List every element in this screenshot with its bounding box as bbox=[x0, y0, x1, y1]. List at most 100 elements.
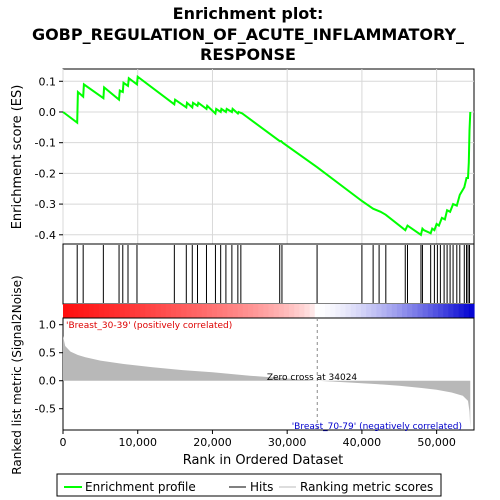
colorbar-segment bbox=[345, 304, 352, 318]
es-y-axis-label: Enrichment score (ES) bbox=[10, 85, 25, 230]
title-line-1: Enrichment plot: bbox=[173, 4, 324, 23]
es-y-tick-label: 0.0 bbox=[39, 106, 57, 119]
colorbar-segment bbox=[463, 304, 470, 318]
colorbar-segment bbox=[170, 304, 177, 318]
colorbar-segment bbox=[278, 304, 285, 318]
colorbar-segment bbox=[319, 304, 326, 318]
legend-enrichment-label: Enrichment profile bbox=[85, 480, 196, 494]
es-gridlines bbox=[62, 69, 474, 244]
colorbar-segment bbox=[109, 304, 115, 318]
colorbar-segment bbox=[114, 304, 121, 318]
ranking-y-tick-label: 0.0 bbox=[39, 375, 57, 388]
colorbar-segment bbox=[211, 304, 218, 318]
enrichment-profile-line bbox=[62, 74, 472, 237]
x-tick-label: 40,000 bbox=[343, 436, 382, 449]
colorbar-segment bbox=[150, 304, 157, 318]
colorbar-segment bbox=[427, 304, 434, 318]
colorbar-segment bbox=[289, 304, 295, 318]
colorbar-segment bbox=[273, 304, 280, 318]
x-tick-label: 50,000 bbox=[417, 436, 456, 449]
colorbar-segment bbox=[417, 304, 424, 318]
colorbar-segment bbox=[232, 304, 239, 318]
colorbar-segment bbox=[134, 304, 141, 318]
negative-class-label: 'Breast_70-79' (negatively correlated) bbox=[292, 422, 462, 432]
colorbar-segment bbox=[93, 304, 100, 318]
rank-colorbar bbox=[63, 304, 475, 318]
x-tick-label: 30,000 bbox=[268, 436, 307, 449]
colorbar-segment bbox=[63, 304, 69, 318]
colorbar-segment bbox=[88, 304, 95, 318]
positive-class-label: 'Breast_30-39' (positively correlated) bbox=[66, 321, 232, 331]
es-y-ticks: -0.4 -0.3 -0.2 -0.1 0.0 0.1 bbox=[35, 75, 63, 242]
colorbar-segment bbox=[402, 304, 408, 318]
colorbar-segment bbox=[206, 304, 213, 318]
colorbar-segment bbox=[119, 304, 126, 318]
colorbar-segment bbox=[432, 304, 439, 318]
ranking-metric-area bbox=[63, 335, 471, 429]
colorbar-segment bbox=[155, 304, 162, 318]
colorbar-segment bbox=[412, 304, 419, 318]
colorbar-segment bbox=[391, 304, 398, 318]
ranking-y-tick-label: 1.0 bbox=[39, 319, 57, 332]
colorbar-segment bbox=[186, 304, 193, 318]
colorbar-segment bbox=[468, 304, 475, 318]
colorbar-segment bbox=[304, 304, 311, 318]
title-line-2: GOBP_REGULATION_OF_ACUTE_INFLAMMATORY_ bbox=[32, 25, 464, 44]
colorbar-segment bbox=[68, 304, 74, 318]
colorbar-segment bbox=[396, 304, 403, 318]
colorbar-segment bbox=[350, 304, 357, 318]
colorbar-segment bbox=[294, 304, 300, 318]
colorbar-segment bbox=[330, 304, 336, 318]
es-panel-frame bbox=[62, 68, 475, 245]
colorbar-segment bbox=[222, 304, 228, 318]
colorbar-segment bbox=[386, 304, 393, 318]
colorbar-segment bbox=[325, 304, 331, 318]
colorbar-segment bbox=[381, 304, 388, 318]
colorbar-segment bbox=[176, 304, 182, 318]
chart-title: Enrichment plot: GOBP_REGULATION_OF_ACUT… bbox=[32, 4, 464, 64]
legend-box bbox=[56, 473, 442, 497]
colorbar-segment bbox=[448, 304, 455, 318]
x-tick-label: 10,000 bbox=[118, 436, 157, 449]
colorbar-segment bbox=[83, 304, 90, 318]
x-tick-label: 20,000 bbox=[193, 436, 232, 449]
colorbar-segment bbox=[217, 304, 223, 318]
ranking-y-ticks: -0.5 0.0 0.5 1.0 bbox=[35, 319, 63, 416]
colorbar-segment bbox=[73, 304, 80, 318]
colorbar-segment bbox=[438, 304, 444, 318]
ranking-y-tick-label: -0.5 bbox=[35, 403, 56, 416]
colorbar-segment bbox=[360, 304, 367, 318]
hits-marks bbox=[76, 245, 471, 303]
colorbar-segment bbox=[458, 304, 465, 318]
colorbar-segment bbox=[268, 304, 275, 318]
hits-panel-frame bbox=[62, 243, 475, 305]
colorbar-segment bbox=[196, 304, 203, 318]
colorbar-segment bbox=[165, 304, 172, 318]
colorbar-segment bbox=[104, 304, 110, 318]
colorbar-segment bbox=[140, 304, 146, 318]
colorbar-segment bbox=[340, 304, 347, 318]
colorbar-segment bbox=[253, 304, 259, 318]
zero-cross-label: Zero cross at 34024 bbox=[267, 373, 358, 383]
colorbar-segment bbox=[453, 304, 460, 318]
colorbar-segment bbox=[422, 304, 429, 318]
colorbar-segment bbox=[181, 304, 187, 318]
legend-hits-label: Hits bbox=[250, 480, 273, 494]
colorbar-segment bbox=[299, 304, 306, 318]
colorbar-segment bbox=[124, 304, 131, 318]
colorbar-segment bbox=[227, 304, 234, 318]
colorbar-segment bbox=[201, 304, 208, 318]
colorbar-segment bbox=[443, 304, 449, 318]
colorbar-segment bbox=[314, 304, 321, 318]
colorbar-segment bbox=[242, 304, 249, 318]
colorbar-segment bbox=[247, 304, 254, 318]
x-axis-label: Rank in Ordered Dataset bbox=[183, 453, 344, 468]
colorbar-segment bbox=[263, 304, 270, 318]
colorbar-segment bbox=[335, 304, 342, 318]
ranking-y-tick-label: 0.5 bbox=[39, 347, 57, 360]
colorbar-segment bbox=[191, 304, 198, 318]
colorbar-segment bbox=[309, 304, 316, 318]
colorbar-segment bbox=[371, 304, 377, 318]
es-y-tick-label: -0.4 bbox=[35, 229, 56, 242]
